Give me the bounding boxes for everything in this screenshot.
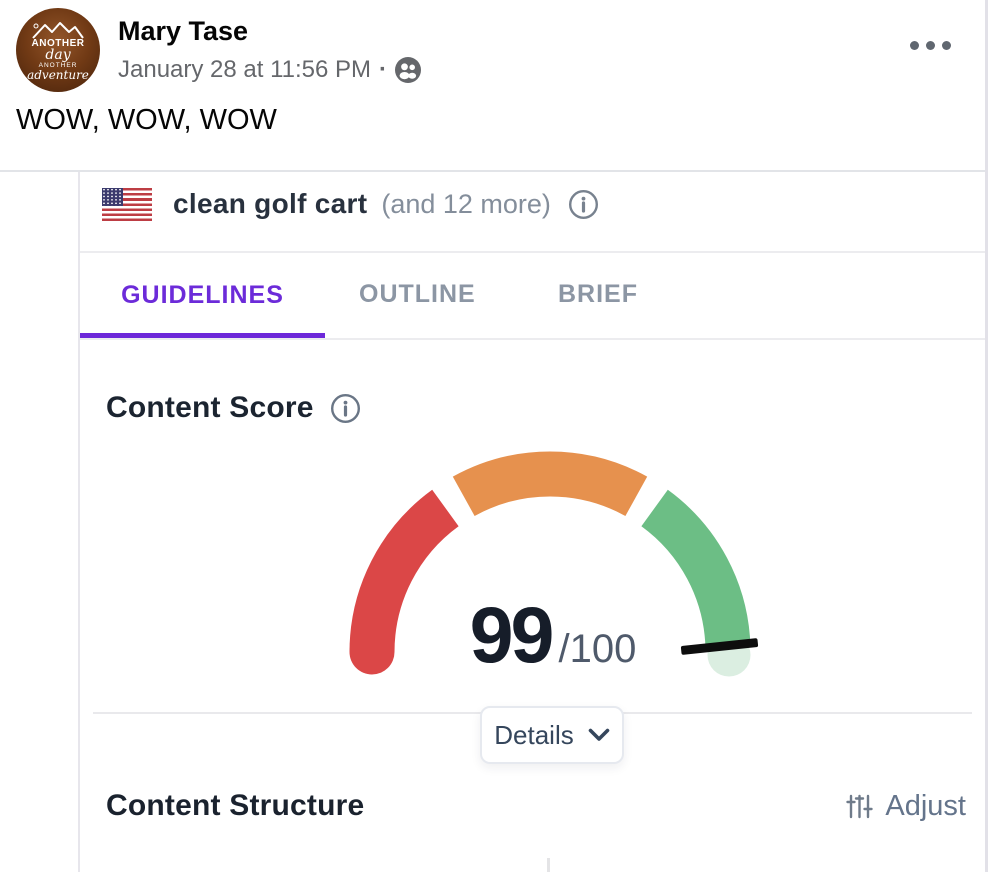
tab-guidelines-label: GUIDELINES <box>121 281 284 309</box>
keyword-title: clean golf cart <box>173 188 368 219</box>
keyword-header: clean golf cart (and 12 more) <box>102 182 599 226</box>
details-button[interactable]: Details <box>480 706 624 764</box>
post-message: WOW, WOW, WOW <box>16 104 277 136</box>
active-tab-indicator <box>80 333 325 339</box>
avatar-text-line3: ANOTHER <box>38 62 78 69</box>
header-divider <box>80 251 985 253</box>
post-timestamp[interactable]: January 28 at 11:56 PM <box>118 56 372 83</box>
content-structure-title: Content Structure <box>106 789 365 822</box>
post-options-button[interactable] <box>898 30 962 60</box>
avatar[interactable]: ANOTHER day ANOTHER adventure <box>16 8 100 92</box>
keyword-more-count[interactable]: (and 12 more) <box>381 188 551 219</box>
cutoff-divider <box>547 858 550 872</box>
meta-separator: · <box>379 56 388 83</box>
ellipsis-icon <box>909 40 919 50</box>
tab-bar: GUIDELINES OUTLINE BRIEF <box>80 252 985 339</box>
chevron-down-icon <box>588 728 610 741</box>
score-max: /100 <box>558 627 637 671</box>
info-icon[interactable] <box>568 189 599 220</box>
score-readout: 99 /100 <box>353 595 753 674</box>
tab-brief[interactable]: BRIEF <box>558 280 638 308</box>
friends-icon <box>395 57 422 83</box>
post-author[interactable]: Mary Tase <box>118 16 249 46</box>
tab-guidelines[interactable]: GUIDELINES <box>80 252 325 339</box>
tabs-divider <box>80 338 985 340</box>
post-meta: January 28 at 11:56 PM · <box>118 56 422 84</box>
us-flag-icon <box>102 187 152 221</box>
content-score-header: Content Score <box>106 391 361 425</box>
content-score-gauge <box>349 451 759 677</box>
adjust-label: Adjust <box>885 789 966 822</box>
details-label: Details <box>494 719 574 750</box>
avatar-text-line1: ANOTHER <box>31 38 85 49</box>
info-icon[interactable] <box>330 393 361 424</box>
tab-outline[interactable]: OUTLINE <box>359 280 476 308</box>
avatar-text-line2: day <box>45 47 71 63</box>
content-score-title: Content Score <box>106 391 314 424</box>
mountains-icon <box>32 22 84 39</box>
page-right-border <box>985 0 988 872</box>
adjust-button[interactable]: Adjust <box>846 790 966 823</box>
sliders-icon <box>846 794 874 818</box>
content-editor-widget: clean golf cart (and 12 more) GUIDELINES… <box>78 172 985 872</box>
avatar-text-line4: adventure <box>27 68 89 82</box>
score-value: 99 <box>469 590 555 679</box>
post-divider <box>0 170 985 172</box>
content-structure-header: Content Structure Adjust <box>106 783 966 829</box>
